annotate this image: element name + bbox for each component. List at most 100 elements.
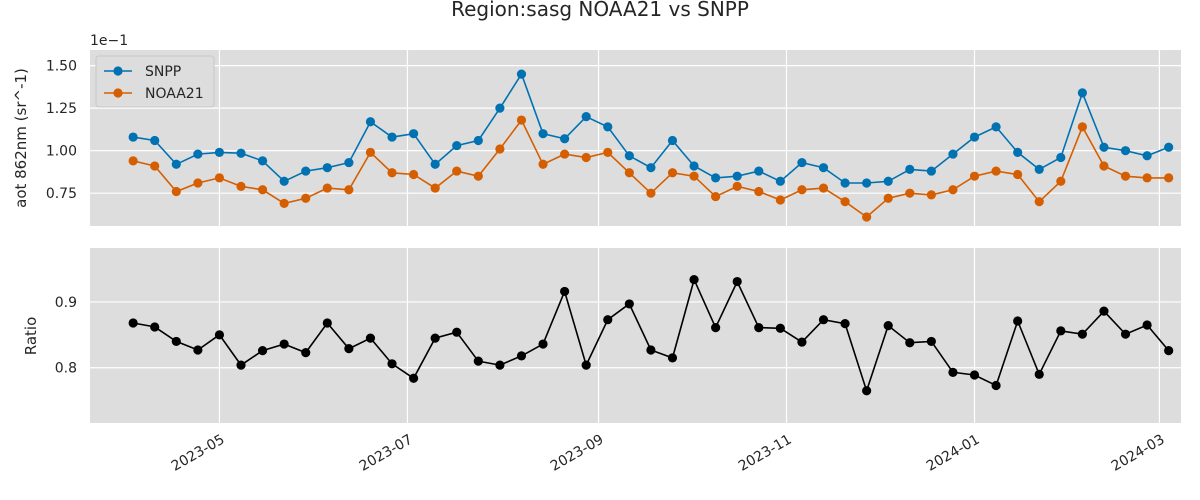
data-point-ratio xyxy=(603,315,613,325)
data-point-noaa21 xyxy=(495,144,505,154)
data-point-snpp xyxy=(948,149,958,159)
data-point-ratio xyxy=(775,323,785,333)
data-point-ratio xyxy=(473,356,483,366)
data-point-snpp xyxy=(991,122,1001,132)
y-offset-label: 1e−1 xyxy=(90,33,128,49)
data-point-noaa21 xyxy=(128,156,138,166)
data-point-noaa21 xyxy=(430,183,440,193)
data-point-snpp xyxy=(452,140,462,151)
data-point-noaa21 xyxy=(711,191,721,202)
data-point-ratio xyxy=(322,318,332,328)
legend-swatch-marker xyxy=(113,88,123,98)
data-point-ratio xyxy=(301,348,311,358)
data-point-noaa21 xyxy=(754,186,764,197)
data-point-noaa21 xyxy=(667,168,678,178)
data-point-snpp xyxy=(365,117,376,127)
data-point-ratio xyxy=(387,359,397,369)
data-point-snpp xyxy=(1034,164,1044,174)
data-point-ratio xyxy=(905,338,915,348)
data-point-noaa21 xyxy=(150,161,160,171)
data-point-noaa21 xyxy=(214,173,225,183)
y-tick-label: 0.75 xyxy=(46,186,77,202)
data-point-noaa21 xyxy=(344,185,354,195)
data-point-snpp xyxy=(797,157,807,168)
data-point-snpp xyxy=(818,163,829,173)
data-point-snpp xyxy=(409,129,419,139)
data-point-snpp xyxy=(560,134,570,144)
data-point-snpp xyxy=(322,163,332,173)
data-point-ratio xyxy=(732,276,742,287)
data-point-snpp xyxy=(473,135,483,146)
data-point-snpp xyxy=(1120,146,1131,156)
data-point-snpp xyxy=(581,112,591,122)
data-point-snpp xyxy=(732,171,742,181)
data-point-noaa21 xyxy=(1099,161,1109,171)
data-point-ratio xyxy=(365,333,376,343)
data-point-ratio xyxy=(1164,346,1174,356)
data-point-noaa21 xyxy=(581,152,591,163)
data-point-noaa21 xyxy=(322,183,332,193)
data-point-ratio xyxy=(257,346,268,356)
x-tick-label: 2023-05 xyxy=(169,432,228,475)
data-point-ratio xyxy=(862,386,872,396)
data-point-ratio xyxy=(236,360,246,370)
data-point-snpp xyxy=(150,135,160,146)
data-point-noaa21 xyxy=(948,185,958,195)
figure-title: Region:sasg NOAA21 vs SNPP xyxy=(451,0,749,21)
data-point-ratio xyxy=(430,333,440,343)
legend-box xyxy=(95,55,215,108)
data-point-noaa21 xyxy=(1120,171,1131,181)
data-point-noaa21 xyxy=(646,188,656,198)
data-point-snpp xyxy=(905,164,915,174)
data-point-snpp xyxy=(862,178,872,188)
data-point-snpp xyxy=(603,122,613,132)
data-point-ratio xyxy=(344,344,354,354)
data-point-snpp xyxy=(840,178,850,188)
data-point-ratio xyxy=(279,339,289,349)
legend: SNPP NOAA21 xyxy=(95,55,215,108)
data-point-ratio xyxy=(1034,369,1044,379)
data-point-noaa21 xyxy=(516,115,527,125)
data-point-ratio xyxy=(754,323,764,333)
data-point-noaa21 xyxy=(732,181,742,191)
data-point-snpp xyxy=(775,176,785,186)
data-point-ratio xyxy=(193,345,203,355)
y-tick-label: 0.8 xyxy=(55,361,77,377)
data-point-noaa21 xyxy=(387,168,397,178)
plot-data xyxy=(128,274,1174,396)
data-point-noaa21 xyxy=(452,166,462,176)
data-point-noaa21 xyxy=(538,159,548,169)
data-point-ratio xyxy=(667,353,678,363)
data-point-snpp xyxy=(257,156,268,166)
data-point-noaa21 xyxy=(991,166,1001,176)
data-point-snpp xyxy=(1077,88,1087,98)
data-point-snpp xyxy=(538,129,548,139)
x-tick-label: 2024-01 xyxy=(924,432,983,475)
data-point-snpp xyxy=(301,166,311,176)
data-point-noaa21 xyxy=(236,181,246,191)
data-point-snpp xyxy=(430,159,440,169)
data-point-snpp xyxy=(969,132,980,142)
data-point-noaa21 xyxy=(969,171,980,181)
data-point-noaa21 xyxy=(818,183,829,193)
x-tick-label: 2023-09 xyxy=(548,432,607,475)
data-point-noaa21 xyxy=(1164,173,1174,183)
data-point-snpp xyxy=(193,149,203,159)
plot-background xyxy=(90,248,1181,423)
data-point-ratio xyxy=(969,370,980,380)
data-point-snpp xyxy=(754,166,764,176)
data-point-snpp xyxy=(516,69,527,79)
y-axis-title: aot 862nm (sr^-1) xyxy=(12,68,30,208)
data-point-ratio xyxy=(840,319,850,329)
data-point-noaa21 xyxy=(797,185,807,195)
data-point-ratio xyxy=(1056,326,1066,336)
data-point-ratio xyxy=(1013,316,1023,326)
data-point-noaa21 xyxy=(1034,197,1044,207)
y-axis-title: Ratio xyxy=(22,317,40,356)
data-point-snpp xyxy=(711,173,721,183)
data-point-ratio xyxy=(948,367,958,377)
data-point-noaa21 xyxy=(1056,176,1066,186)
data-point-ratio xyxy=(538,339,548,349)
data-point-ratio xyxy=(1099,306,1109,316)
data-point-noaa21 xyxy=(840,197,850,207)
